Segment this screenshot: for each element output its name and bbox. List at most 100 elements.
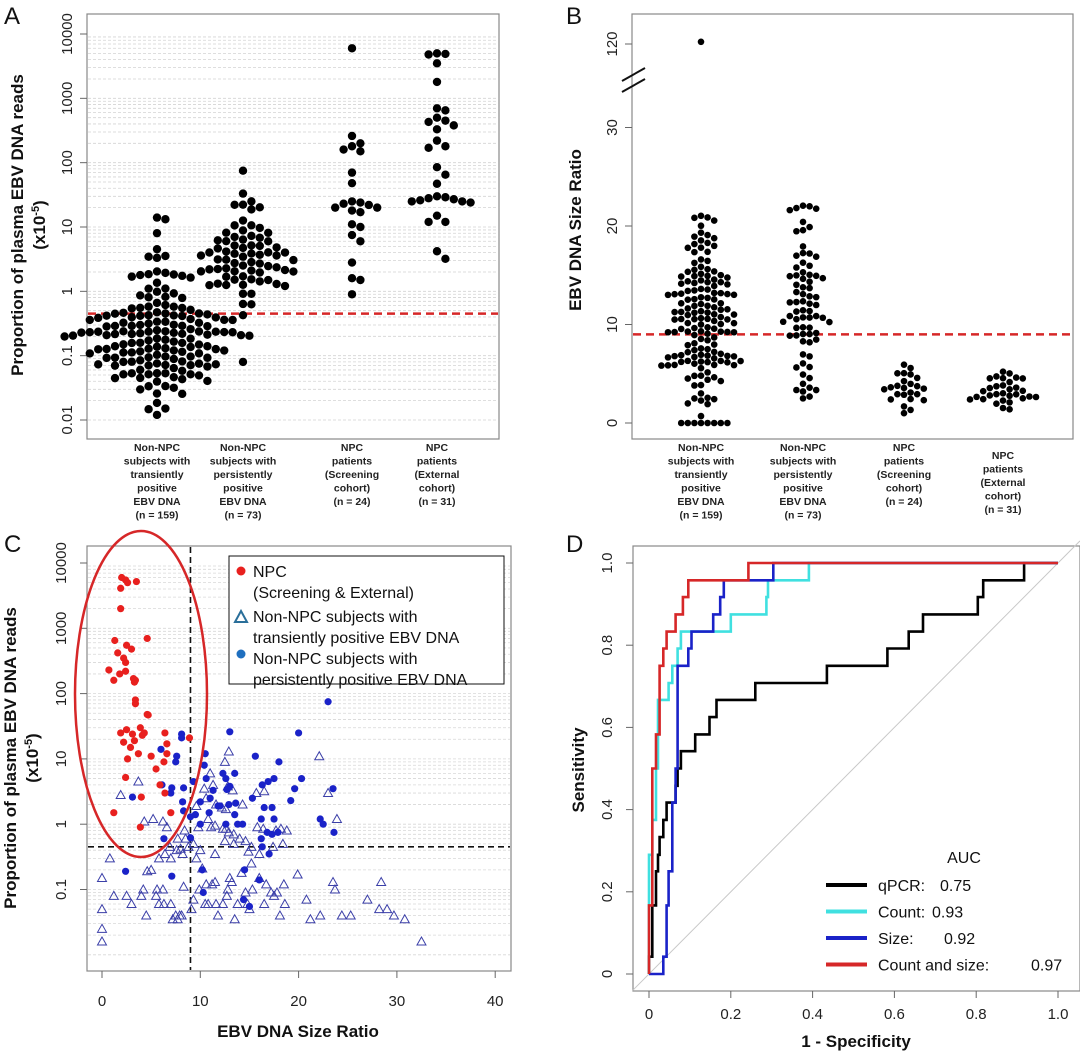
data-point bbox=[1012, 391, 1020, 398]
data-point-transient bbox=[164, 841, 176, 851]
data-point bbox=[684, 305, 692, 312]
data-point bbox=[407, 197, 416, 206]
data-point bbox=[152, 253, 162, 263]
data-point bbox=[238, 252, 248, 261]
data-point bbox=[356, 147, 365, 156]
category-label: Non-NPC bbox=[678, 442, 724, 454]
data-point-persistent bbox=[319, 820, 327, 828]
y-axis-title-c-line2: (x10-5) bbox=[23, 733, 42, 782]
data-point-npc bbox=[163, 740, 171, 748]
data-point bbox=[194, 371, 204, 380]
data-point bbox=[799, 243, 807, 250]
data-point bbox=[710, 296, 718, 303]
data-point-persistent bbox=[257, 815, 265, 823]
category-label: subjects with bbox=[124, 456, 191, 468]
category-label: NPC bbox=[426, 442, 449, 454]
data-point bbox=[737, 357, 744, 365]
data-point bbox=[993, 382, 1000, 390]
data-point-transient bbox=[202, 813, 214, 824]
y-tick-label: 30 bbox=[604, 119, 621, 136]
data-point bbox=[85, 328, 95, 337]
category-label: NPC bbox=[341, 442, 364, 454]
data-point bbox=[136, 347, 145, 356]
points-a bbox=[60, 44, 475, 420]
data-point bbox=[178, 366, 187, 376]
data-point bbox=[222, 264, 231, 273]
data-point bbox=[806, 223, 813, 231]
data-point bbox=[347, 178, 357, 188]
data-point bbox=[704, 369, 711, 376]
data-point bbox=[806, 271, 813, 279]
data-point bbox=[213, 244, 222, 253]
data-point bbox=[710, 282, 718, 290]
data-point bbox=[416, 196, 425, 205]
data-point-persistent bbox=[172, 758, 180, 766]
data-point bbox=[136, 270, 145, 280]
data-point bbox=[691, 240, 698, 248]
data-point bbox=[220, 327, 229, 337]
data-point bbox=[806, 353, 813, 360]
data-point bbox=[432, 179, 442, 188]
data-point bbox=[119, 318, 128, 327]
data-point bbox=[684, 400, 692, 407]
data-point-transient bbox=[140, 909, 152, 920]
data-point bbox=[799, 360, 807, 367]
data-point-persistent bbox=[128, 793, 137, 801]
data-point bbox=[136, 320, 145, 330]
y-tick-label: 0.2 bbox=[599, 881, 616, 902]
data-point bbox=[194, 349, 204, 358]
data-point bbox=[806, 284, 813, 292]
data-point bbox=[724, 274, 731, 281]
data-point-npc bbox=[120, 738, 128, 746]
data-point-transient bbox=[258, 785, 270, 796]
category-label: (n = 24) bbox=[333, 496, 370, 508]
data-point-persistent bbox=[222, 820, 230, 828]
data-point bbox=[730, 291, 738, 299]
legend-label: Size: bbox=[878, 931, 914, 948]
data-point bbox=[289, 255, 298, 265]
data-point bbox=[710, 348, 718, 356]
data-point bbox=[356, 207, 365, 217]
data-point bbox=[793, 324, 800, 332]
data-point-transient bbox=[161, 821, 173, 832]
data-point bbox=[900, 377, 908, 385]
data-point bbox=[347, 168, 357, 177]
y-tick-label: 0 bbox=[599, 970, 616, 978]
data-point bbox=[697, 412, 705, 420]
data-point bbox=[691, 315, 698, 323]
data-point-persistent bbox=[287, 796, 295, 805]
data-point bbox=[441, 193, 450, 202]
data-point bbox=[441, 170, 450, 179]
data-point bbox=[684, 348, 692, 356]
data-point bbox=[704, 352, 711, 359]
category-label: EBV DNA bbox=[677, 496, 725, 508]
data-point bbox=[161, 309, 170, 318]
data-point-npc bbox=[131, 676, 140, 684]
data-point bbox=[730, 353, 738, 360]
category-label: (External bbox=[981, 477, 1026, 489]
x-tick-label: 0.8 bbox=[966, 1006, 987, 1023]
data-point bbox=[697, 345, 705, 352]
data-point-persistent bbox=[173, 752, 181, 760]
data-point-npc bbox=[110, 809, 118, 817]
data-point bbox=[264, 275, 273, 285]
data-point bbox=[671, 290, 678, 298]
data-point-persistent bbox=[225, 800, 233, 809]
data-point bbox=[144, 370, 153, 379]
data-point bbox=[152, 398, 162, 408]
data-point bbox=[691, 372, 698, 380]
data-point-persistent bbox=[196, 820, 204, 828]
data-point-transient bbox=[191, 800, 202, 810]
data-point-npc bbox=[160, 758, 168, 766]
data-point bbox=[110, 361, 120, 370]
data-point-transient bbox=[223, 826, 235, 837]
data-point-transient bbox=[345, 909, 357, 920]
data-point bbox=[169, 363, 178, 373]
data-point bbox=[812, 312, 820, 320]
data-point bbox=[717, 320, 725, 328]
data-point-transient bbox=[260, 878, 272, 889]
y-tick-label: 0.4 bbox=[599, 799, 616, 820]
data-point bbox=[247, 231, 256, 241]
data-point bbox=[211, 313, 220, 322]
data-point-transient bbox=[331, 813, 343, 824]
